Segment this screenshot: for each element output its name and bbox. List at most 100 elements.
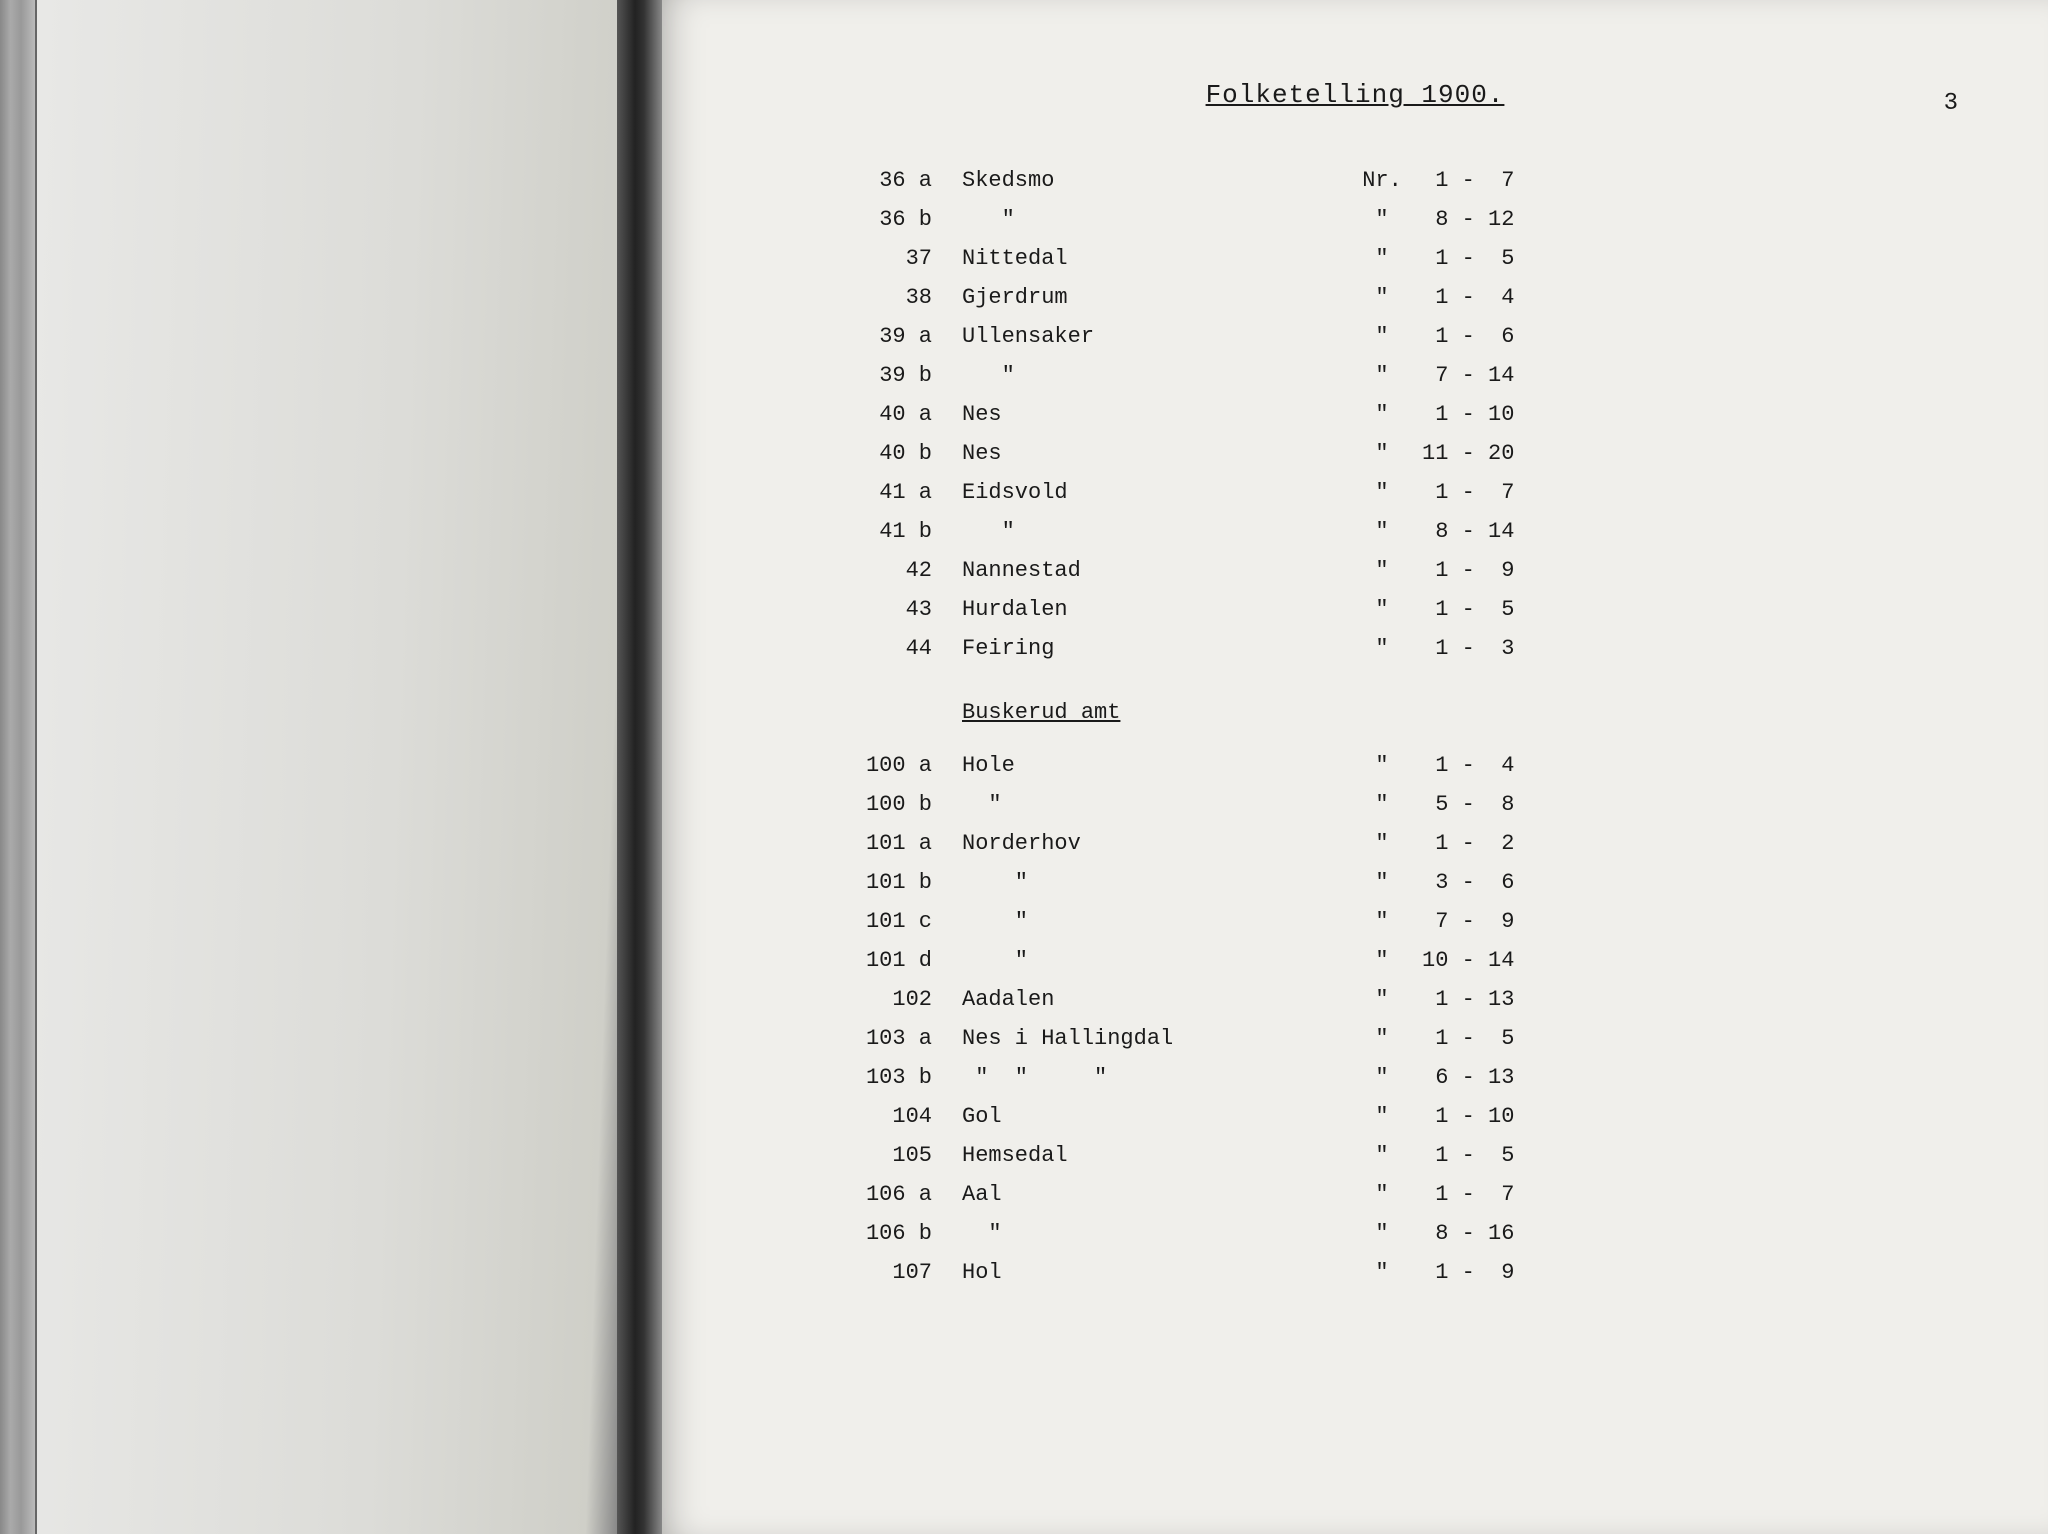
page-number: 3 <box>1944 90 1958 117</box>
row-code: 100 a <box>822 755 962 777</box>
row-name: " <box>962 794 1342 816</box>
row-range: 1 - 4 <box>1422 287 1562 309</box>
row-code: 104 <box>822 1106 962 1128</box>
page-title: Folketelling 1900. <box>762 80 1948 110</box>
row-prefix: " <box>1342 833 1422 855</box>
row-range: 5 - 8 <box>1422 794 1562 816</box>
row-range: 8 - 12 <box>1422 209 1562 231</box>
index-row: 103 aNes i Hallingdal" 1 - 5 <box>822 1028 1948 1050</box>
row-name: " <box>962 1223 1342 1245</box>
row-code: 106 b <box>822 1223 962 1245</box>
row-code: 103 b <box>822 1067 962 1089</box>
row-name: " " " <box>962 1067 1342 1089</box>
index-row: 42Nannestad" 1 - 9 <box>822 560 1948 582</box>
row-prefix: " <box>1342 482 1422 504</box>
row-code: 39 b <box>822 365 962 387</box>
row-range: 1 - 5 <box>1422 599 1562 621</box>
index-row: 106 b "" 8 - 16 <box>822 1223 1948 1245</box>
row-prefix: " <box>1342 287 1422 309</box>
row-name: " <box>962 950 1342 972</box>
row-code: 101 b <box>822 872 962 894</box>
row-prefix: " <box>1342 1067 1422 1089</box>
row-prefix: " <box>1342 638 1422 660</box>
left-page <box>37 0 617 1534</box>
index-row: 37Nittedal" 1 - 5 <box>822 248 1948 270</box>
row-range: 1 - 2 <box>1422 833 1562 855</box>
row-code: 36 a <box>822 170 962 192</box>
row-range: 1 - 10 <box>1422 1106 1562 1128</box>
row-range: 7 - 14 <box>1422 365 1562 387</box>
row-code: 39 a <box>822 326 962 348</box>
row-range: 1 - 10 <box>1422 404 1562 426</box>
row-range: 1 - 5 <box>1422 248 1562 270</box>
row-prefix: " <box>1342 326 1422 348</box>
row-name: " <box>962 872 1342 894</box>
row-code: 43 <box>822 599 962 621</box>
row-prefix: " <box>1342 755 1422 777</box>
row-range: 1 - 4 <box>1422 755 1562 777</box>
row-code: 41 b <box>822 521 962 543</box>
index-row: 100 aHole" 1 - 4 <box>822 755 1948 777</box>
row-code: 44 <box>822 638 962 660</box>
row-range: 8 - 16 <box>1422 1223 1562 1245</box>
row-name: " <box>962 911 1342 933</box>
row-code: 42 <box>822 560 962 582</box>
row-range: 1 - 6 <box>1422 326 1562 348</box>
row-name: Nes i Hallingdal <box>962 1028 1342 1050</box>
index-row: 44Feiring" 1 - 3 <box>822 638 1948 660</box>
row-name: " <box>962 209 1342 231</box>
row-prefix: " <box>1342 794 1422 816</box>
row-range: 1 - 5 <box>1422 1145 1562 1167</box>
row-name: Aadalen <box>962 989 1342 1011</box>
index-row: 43Hurdalen" 1 - 5 <box>822 599 1948 621</box>
index-row: 105Hemsedal" 1 - 5 <box>822 1145 1948 1167</box>
row-prefix: " <box>1342 872 1422 894</box>
row-name: Gjerdrum <box>962 287 1342 309</box>
row-range: 1 - 7 <box>1422 170 1562 192</box>
row-code: 101 c <box>822 911 962 933</box>
row-range: 3 - 6 <box>1422 872 1562 894</box>
book-spread: Folketelling 1900. 3 36 aSkedsmoNr. 1 - … <box>0 0 2048 1534</box>
row-prefix: " <box>1342 1184 1422 1206</box>
index-row: 102Aadalen" 1 - 13 <box>822 989 1948 1011</box>
row-name: Nes <box>962 404 1342 426</box>
row-prefix: " <box>1342 1223 1422 1245</box>
index-row: 106 aAal" 1 - 7 <box>822 1184 1948 1206</box>
row-code: 38 <box>822 287 962 309</box>
index-row: 107Hol" 1 - 9 <box>822 1262 1948 1284</box>
index-section-2: 100 aHole" 1 - 4100 b "" 5 - 8101 aNorde… <box>822 755 1948 1284</box>
spine-edge <box>0 0 37 1534</box>
row-name: Eidsvold <box>962 482 1342 504</box>
row-code: 101 d <box>822 950 962 972</box>
row-name: Skedsmo <box>962 170 1342 192</box>
row-prefix: " <box>1342 950 1422 972</box>
index-row: 103 b " " "" 6 - 13 <box>822 1067 1948 1089</box>
row-code: 40 b <box>822 443 962 465</box>
book-gutter <box>617 0 662 1534</box>
row-name: Hol <box>962 1262 1342 1284</box>
row-prefix: " <box>1342 989 1422 1011</box>
index-row: 41 b "" 8 - 14 <box>822 521 1948 543</box>
row-range: 1 - 9 <box>1422 560 1562 582</box>
section-header-buskerud: Buskerud amt <box>962 700 1948 725</box>
row-range: 6 - 13 <box>1422 1067 1562 1089</box>
right-page: Folketelling 1900. 3 36 aSkedsmoNr. 1 - … <box>662 0 2048 1534</box>
row-prefix: " <box>1342 1262 1422 1284</box>
row-prefix: " <box>1342 1106 1422 1128</box>
index-row: 40 aNes" 1 - 10 <box>822 404 1948 426</box>
row-prefix: " <box>1342 1145 1422 1167</box>
row-prefix: " <box>1342 1028 1422 1050</box>
row-code: 105 <box>822 1145 962 1167</box>
row-name: Norderhov <box>962 833 1342 855</box>
row-name: Feiring <box>962 638 1342 660</box>
row-code: 101 a <box>822 833 962 855</box>
row-range: 1 - 7 <box>1422 482 1562 504</box>
row-code: 100 b <box>822 794 962 816</box>
row-prefix: " <box>1342 521 1422 543</box>
row-range: 11 - 20 <box>1422 443 1562 465</box>
index-row: 104Gol" 1 - 10 <box>822 1106 1948 1128</box>
index-row: 36 b "" 8 - 12 <box>822 209 1948 231</box>
row-code: 40 a <box>822 404 962 426</box>
index-row: 101 d ""10 - 14 <box>822 950 1948 972</box>
index-row: 41 aEidsvold" 1 - 7 <box>822 482 1948 504</box>
